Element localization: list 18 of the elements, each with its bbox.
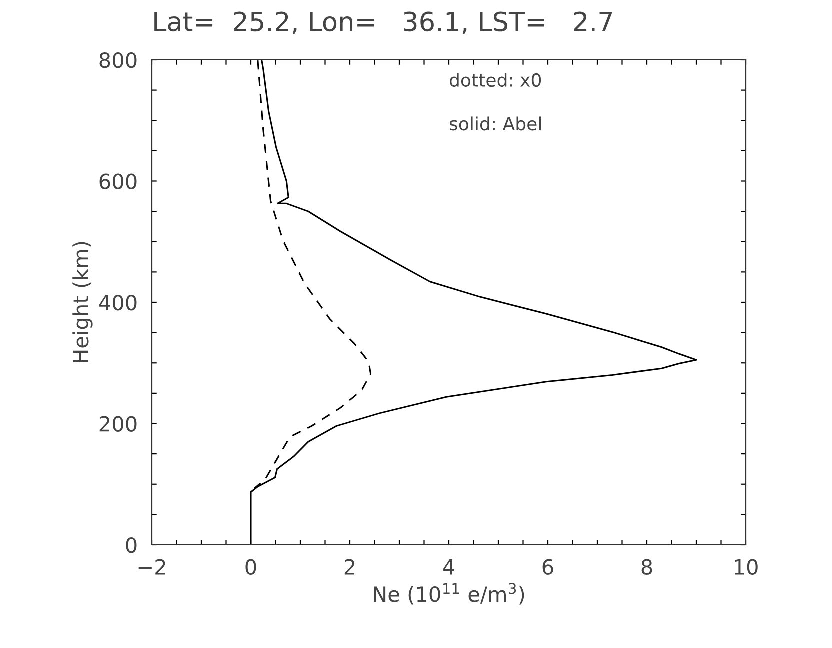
annotation: dotted: x0 [450,73,542,88]
line-series [250,60,698,545]
y-tick-label: 600 [100,174,137,190]
x-tick-label: 6 [542,559,554,576]
x-tick-label: 0 [246,559,256,576]
x-tick-label: 2 [344,559,355,575]
x-tick-label: −2 [138,559,166,575]
y-tick-label: 800 [100,52,137,68]
annotation: solid: Abel [450,116,542,131]
x-tick-label: 8 [642,559,652,576]
y-tick-label: 0 [126,537,137,554]
y-tick-label: 400 [99,294,137,311]
y-tick-label: 200 [100,416,137,432]
x-axis-title: Ne (10$^{11}$ e/m$^{3}$) [374,583,524,605]
x-tick-label: 10 [735,559,758,576]
x-tick-label: 4 [443,560,454,575]
chart-title: Lat= 25.2, Lon= 36.1, LST= 2.7 [154,12,612,34]
y-axis-title: Height (km) [72,242,93,363]
